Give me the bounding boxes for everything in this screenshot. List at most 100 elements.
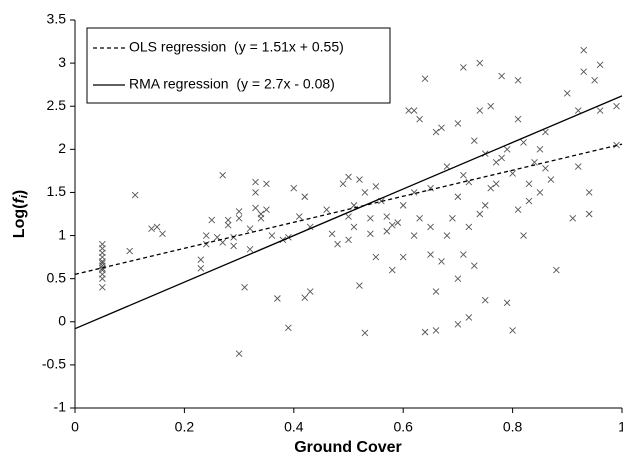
scatter-point xyxy=(596,61,604,69)
scatter-point xyxy=(585,210,593,218)
scatter-point xyxy=(481,202,489,209)
scatter-point xyxy=(131,191,139,199)
scatter-point xyxy=(432,288,440,295)
scatter-point xyxy=(492,158,500,166)
scatter-point xyxy=(285,324,292,332)
regression-line xyxy=(74,143,623,275)
scatter-point xyxy=(454,275,462,282)
scatter-point xyxy=(306,288,314,295)
scatter-point xyxy=(613,102,620,110)
scatter-point xyxy=(202,232,210,239)
scatter-point xyxy=(536,146,544,153)
scatter-point xyxy=(345,236,352,244)
scatter-point xyxy=(383,213,391,220)
scatter-point xyxy=(219,171,227,179)
scatter-point xyxy=(148,225,155,232)
scatter-point xyxy=(585,189,593,196)
scatter-point xyxy=(399,202,407,209)
scatter-point xyxy=(438,258,445,265)
scatter-point xyxy=(531,158,538,166)
scatter-point xyxy=(263,180,270,188)
scatter-point xyxy=(356,282,363,289)
y-tick-label: 2.5 xyxy=(47,97,67,113)
scatter-point xyxy=(591,77,598,84)
scatter-point xyxy=(367,230,374,238)
scatter-point xyxy=(525,180,533,188)
scatter-point xyxy=(498,72,505,80)
scatter-point xyxy=(536,189,544,196)
scatter-point xyxy=(394,219,402,226)
scatter-point xyxy=(361,189,369,196)
scatter-point xyxy=(230,233,237,241)
scatter-point xyxy=(246,246,254,253)
scatter-point xyxy=(460,171,467,179)
scatter-point xyxy=(454,321,462,328)
scatter-point xyxy=(295,213,303,220)
scatter-point xyxy=(421,75,429,82)
y-tick-label: 3.5 xyxy=(47,11,67,27)
scatter-point xyxy=(520,139,527,146)
scatter-point xyxy=(438,124,445,132)
scatter-point xyxy=(350,223,358,231)
scatter-point xyxy=(514,206,522,214)
scatter-point xyxy=(574,107,582,114)
y-tick-label: 3 xyxy=(58,54,66,70)
scatter-point xyxy=(202,240,210,248)
scatter-point xyxy=(208,216,216,224)
scatter-point xyxy=(432,327,440,334)
x-tick-label: 0.8 xyxy=(503,419,523,435)
scatter-point xyxy=(345,173,352,181)
scatter-point xyxy=(487,184,495,192)
scatter-point xyxy=(553,266,560,274)
scatter-point xyxy=(449,214,456,222)
scatter-point xyxy=(503,299,511,307)
scatter-point xyxy=(460,251,467,258)
scatter-point xyxy=(542,164,549,172)
scatter-point xyxy=(421,328,429,336)
scatter-point xyxy=(542,128,549,136)
scatter-point xyxy=(410,107,418,114)
scatter-point xyxy=(476,107,484,114)
scatter-point xyxy=(290,184,298,192)
x-tick-label: 0.6 xyxy=(393,419,413,435)
legend-label: RMA regression (y = 2.7x - 0.08) xyxy=(129,76,335,92)
scatter-point xyxy=(99,259,106,267)
x-axis-label: Ground Cover xyxy=(294,439,402,456)
scatter-point xyxy=(224,216,232,224)
regression-line xyxy=(74,95,623,330)
scatter-point xyxy=(241,283,248,291)
scatter-point xyxy=(405,107,412,114)
scatter-point xyxy=(230,242,237,250)
scatter-point xyxy=(574,163,582,170)
scatter-point xyxy=(465,223,473,231)
scatter-point xyxy=(580,46,588,54)
scatter-point xyxy=(443,232,451,239)
scatter-point xyxy=(301,193,309,201)
scatter-point xyxy=(323,206,330,214)
scatter-point xyxy=(476,210,484,218)
scatter-point xyxy=(235,208,243,215)
scatter-point xyxy=(476,59,484,67)
scatter-point xyxy=(274,295,281,302)
scatter-point xyxy=(383,227,391,235)
x-tick-label: 1 xyxy=(618,419,623,435)
scatter-point xyxy=(213,233,221,241)
x-tick-label: 0 xyxy=(71,419,79,435)
scatter-point xyxy=(443,163,451,170)
scatter-point xyxy=(454,120,462,127)
scatter-point xyxy=(263,206,270,214)
y-tick-label: 0 xyxy=(58,312,66,328)
scatter-point xyxy=(197,265,205,272)
scatter-point xyxy=(219,239,227,246)
scatter-point xyxy=(235,350,243,357)
scatter-point xyxy=(224,221,232,229)
scatter-point xyxy=(367,214,374,222)
scatter-point xyxy=(153,223,161,231)
scatter-point xyxy=(372,253,380,261)
x-tick-label: 0.4 xyxy=(284,419,304,435)
scatter-point xyxy=(235,214,243,222)
scatter-point xyxy=(492,180,500,188)
scatter-point xyxy=(99,283,106,291)
scatter-point xyxy=(301,294,309,301)
